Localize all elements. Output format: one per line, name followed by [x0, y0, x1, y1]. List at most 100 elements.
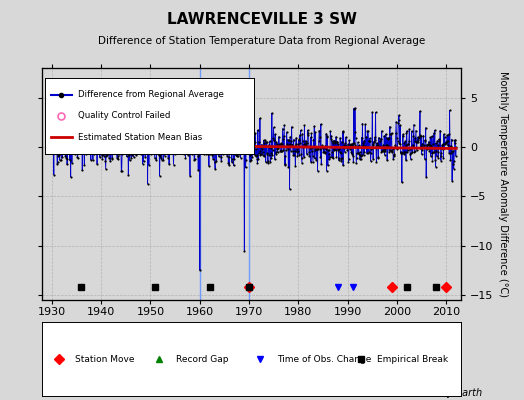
Point: [248, 153, 256, 160]
Point: [52, 148, 60, 154]
Point: [379, 142, 388, 148]
Point: [160, 144, 168, 150]
Point: [130, 140, 138, 147]
Point: [242, 132, 250, 138]
Point: [161, 149, 170, 156]
Point: [327, 132, 335, 139]
Point: [433, 153, 441, 159]
Point: [103, 130, 112, 136]
Point: [389, 146, 397, 153]
Point: [198, 138, 206, 144]
Point: [405, 138, 413, 144]
Point: [247, 156, 256, 163]
Point: [275, 134, 283, 140]
Point: [227, 129, 235, 136]
Point: [367, 146, 376, 152]
Point: [348, 142, 356, 148]
Point: [216, 139, 224, 146]
Point: [400, 140, 409, 146]
Point: [52, 148, 60, 154]
Point: [56, 131, 64, 137]
Point: [310, 143, 318, 150]
Point: [159, 131, 167, 137]
Point: [224, 134, 232, 141]
Point: [441, 141, 449, 147]
Point: [242, 157, 250, 164]
Point: [86, 147, 94, 153]
Point: [412, 127, 420, 134]
Point: [182, 134, 190, 140]
Point: [112, 150, 120, 156]
Point: [405, 126, 413, 132]
Point: [176, 134, 184, 140]
Text: Estimated Station Mean Bias: Estimated Station Mean Bias: [78, 133, 202, 142]
Point: [166, 138, 174, 145]
Point: [355, 149, 364, 156]
Point: [314, 144, 322, 151]
Point: [120, 144, 128, 150]
Point: [90, 147, 98, 153]
Point: [389, 156, 397, 162]
Point: [134, 134, 143, 140]
Point: [163, 138, 171, 144]
Point: [162, 143, 170, 150]
Point: [322, 130, 330, 137]
Point: [379, 148, 388, 154]
Point: [122, 138, 130, 145]
Point: [421, 124, 430, 131]
Point: [72, 135, 80, 142]
Point: [303, 140, 311, 146]
Point: [361, 149, 369, 155]
Point: [187, 140, 195, 146]
Point: [387, 148, 395, 154]
Point: [94, 146, 103, 152]
Point: [113, 154, 121, 161]
Point: [148, 123, 156, 129]
Point: [238, 142, 246, 148]
Point: [191, 146, 200, 152]
Point: [181, 124, 189, 131]
Point: [154, 137, 162, 143]
Point: [123, 153, 131, 160]
Point: [60, 146, 68, 153]
Point: [336, 134, 344, 141]
Point: [182, 138, 191, 145]
Point: [319, 149, 328, 155]
Point: [194, 146, 203, 153]
Point: [273, 140, 281, 147]
Point: [271, 131, 279, 137]
Point: [248, 129, 257, 135]
Point: [198, 147, 206, 154]
Point: [311, 155, 319, 162]
Point: [449, 148, 457, 154]
Point: [340, 145, 348, 151]
Point: [104, 147, 112, 153]
Point: [226, 130, 235, 137]
Point: [200, 139, 209, 146]
Point: [367, 150, 375, 157]
Point: [277, 148, 285, 154]
Point: [154, 150, 162, 156]
Point: [80, 162, 89, 168]
Point: [372, 158, 380, 165]
Point: [361, 121, 369, 128]
Point: [222, 135, 230, 142]
Point: [428, 133, 436, 140]
Point: [326, 136, 335, 142]
Point: [425, 142, 434, 148]
Point: [302, 140, 310, 146]
Point: [328, 148, 336, 155]
Point: [435, 145, 444, 151]
Point: [189, 148, 198, 154]
Point: [98, 156, 106, 163]
Point: [195, 267, 204, 274]
Point: [330, 138, 338, 144]
Point: [209, 140, 217, 146]
Point: [190, 157, 198, 163]
Point: [68, 141, 76, 147]
Point: [433, 138, 441, 144]
Point: [337, 138, 346, 145]
Point: [289, 148, 297, 154]
Point: [153, 132, 161, 139]
Point: [99, 138, 107, 145]
